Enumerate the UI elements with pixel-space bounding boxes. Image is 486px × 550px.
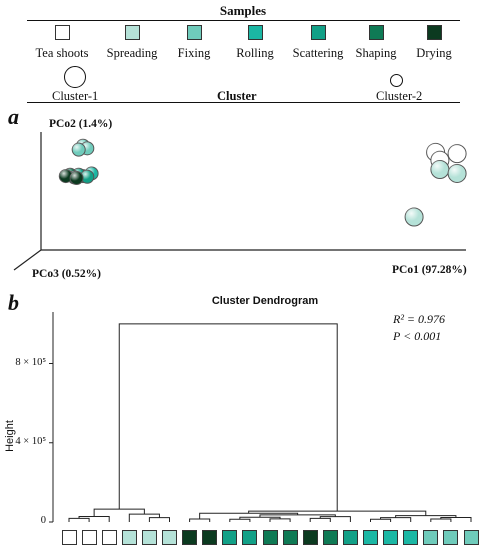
cluster-1-marker (64, 66, 86, 88)
legend-label-spreading: Spreading (106, 46, 158, 60)
cluster-2-label: Cluster-2 (376, 89, 423, 103)
dendrogram-branch-14 (380, 517, 412, 522)
legend-label-drying: Drying (416, 46, 452, 60)
dendrogram-branch-7 (269, 518, 291, 522)
dendrogram-branch-6 (229, 518, 251, 522)
leaf-spreading-4 (141, 530, 157, 545)
panel-a-letter: a (8, 104, 19, 129)
leaf-spreading-3 (121, 530, 137, 545)
legend-swatch-tea-shoots (55, 25, 70, 40)
cluster-1-label: Cluster-1 (52, 89, 99, 103)
pcoa-point-highlight (59, 169, 73, 183)
pcoa-point-highlight (430, 160, 449, 179)
leaf-spreading-5 (162, 530, 177, 545)
pcoa-point-highlight (70, 171, 84, 185)
legend-swatch-spreading (125, 25, 140, 40)
leaf-rolling-17 (403, 530, 419, 545)
dendrogram-branch-12 (199, 512, 299, 520)
height-tick-label-0: 0 (40, 515, 46, 526)
leaf-drying-12 (302, 530, 318, 545)
pcoa-point-highlight (448, 144, 467, 163)
leaf-scattering-14 (342, 530, 358, 545)
leaf-tea-shoots-0 (61, 530, 77, 545)
leaf-drying-6 (182, 530, 198, 545)
dendrogram-title: Cluster Dendrogram (211, 295, 319, 307)
panel-b-letter: b (8, 290, 19, 315)
dendrogram-branch-1 (78, 515, 110, 522)
dendrogram-branch-18 (248, 510, 427, 516)
height-tick-label-2: 8 × 10⁵ (15, 356, 46, 368)
legend-bottom-rule (27, 102, 460, 103)
dendrogram-branch-10 (319, 516, 351, 522)
pco2-axis-label: PCo2 (1.4%) (49, 118, 113, 130)
leaf-scattering-9 (242, 530, 258, 545)
dendrogram-branch-16 (440, 516, 472, 522)
leaf-shaping-13 (322, 530, 338, 545)
legend-swatch-drying (427, 25, 442, 40)
leaf-fixing-19 (443, 530, 459, 545)
pcoa-point-highlight (448, 164, 467, 183)
dendrogram-branch-13 (370, 518, 392, 522)
legend-label-fixing: Fixing (177, 46, 211, 60)
legend-swatch-shaping (369, 25, 384, 40)
cluster-2-marker (390, 74, 403, 87)
leaf-fixing-20 (463, 530, 479, 545)
dendrogram-branch-2 (148, 517, 170, 522)
dendrogram-branch-9 (309, 517, 331, 522)
leaf-tea-shoots-1 (81, 530, 97, 545)
legend-label-scattering: Scattering (292, 46, 344, 60)
leaf-rolling-16 (383, 530, 399, 545)
legend-swatch-fixing (187, 25, 202, 40)
leaf-shaping-11 (282, 530, 298, 545)
legend-label-shaping: Shaping (355, 46, 397, 60)
r-squared-stat: R² = 0.976 (393, 312, 446, 326)
leaf-shaping-10 (262, 530, 278, 545)
legend-label-tea-shoots: Tea shoots (35, 46, 89, 60)
leaf-fixing-18 (423, 530, 439, 545)
legend-swatch-rolling (248, 25, 263, 40)
leaf-scattering-8 (222, 530, 238, 545)
pcoa-point-highlight (72, 143, 86, 157)
leaf-tea-shoots-2 (101, 530, 117, 545)
legend-top-rule (27, 20, 460, 21)
dendrogram-branch-15 (430, 518, 452, 522)
dendrogram-branch-3 (128, 513, 160, 522)
leaf-rolling-15 (363, 530, 378, 545)
dendrogram-branch-11 (259, 514, 336, 518)
pco3-axis-label: PCo3 (0.52%) (32, 268, 101, 280)
pco3-axis-line (13, 249, 42, 271)
dendrogram-branch-5 (189, 518, 211, 522)
legend-title: Samples (219, 3, 267, 18)
dendrogram-branch-4 (93, 508, 145, 517)
p-value-stat: P < 0.001 (393, 329, 442, 343)
legend-label-rolling: Rolling (236, 46, 274, 60)
dendrogram-branch-19 (118, 323, 338, 512)
height-tick-label-1: 4 × 10⁵ (15, 435, 46, 447)
pcoa-point-highlight (405, 208, 424, 226)
pcoa-point-highlight (80, 170, 94, 184)
leaf-drying-7 (202, 530, 218, 545)
legend-swatch-scattering (311, 25, 326, 40)
dendrogram-branch-0 (68, 517, 90, 522)
pco1-axis-label: PCo1 (97.28%) (392, 264, 467, 276)
legend-cluster-title: Cluster (217, 89, 257, 103)
